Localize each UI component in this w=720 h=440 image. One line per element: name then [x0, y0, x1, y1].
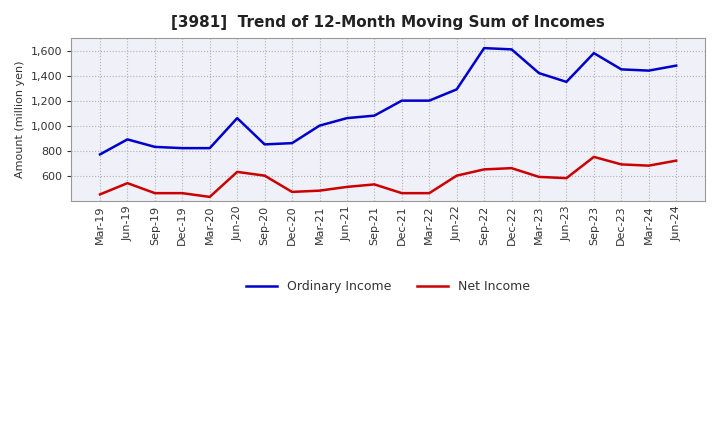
Ordinary Income	[590, 51, 598, 56]
Ordinary Income	[672, 63, 680, 68]
Ordinary Income	[205, 146, 214, 151]
Legend: Ordinary Income, Net Income: Ordinary Income, Net Income	[241, 275, 535, 298]
Net Income	[508, 165, 516, 171]
Line: Net Income: Net Income	[100, 157, 676, 197]
Net Income	[535, 174, 544, 180]
Title: [3981]  Trend of 12-Month Moving Sum of Incomes: [3981] Trend of 12-Month Moving Sum of I…	[171, 15, 605, 30]
Ordinary Income	[562, 79, 571, 84]
Ordinary Income	[123, 137, 132, 142]
Net Income	[150, 191, 159, 196]
Ordinary Income	[96, 152, 104, 157]
Net Income	[562, 176, 571, 181]
Ordinary Income	[644, 68, 653, 73]
Ordinary Income	[315, 123, 324, 128]
Net Income	[644, 163, 653, 168]
Net Income	[96, 192, 104, 197]
Ordinary Income	[370, 113, 379, 118]
Net Income	[178, 191, 186, 196]
Net Income	[617, 162, 626, 167]
Net Income	[452, 173, 461, 178]
Ordinary Income	[535, 70, 544, 76]
Y-axis label: Amount (million yen): Amount (million yen)	[15, 61, 25, 178]
Ordinary Income	[343, 115, 351, 121]
Ordinary Income	[617, 67, 626, 72]
Ordinary Income	[480, 45, 488, 51]
Net Income	[205, 194, 214, 200]
Net Income	[261, 173, 269, 178]
Ordinary Income	[452, 87, 461, 92]
Ordinary Income	[261, 142, 269, 147]
Net Income	[315, 188, 324, 193]
Ordinary Income	[288, 140, 297, 146]
Net Income	[343, 184, 351, 190]
Ordinary Income	[425, 98, 433, 103]
Ordinary Income	[397, 98, 406, 103]
Net Income	[590, 154, 598, 160]
Net Income	[123, 180, 132, 186]
Net Income	[233, 169, 241, 175]
Ordinary Income	[178, 146, 186, 151]
Net Income	[672, 158, 680, 163]
Net Income	[288, 189, 297, 194]
Net Income	[370, 182, 379, 187]
Net Income	[397, 191, 406, 196]
Ordinary Income	[508, 47, 516, 52]
Ordinary Income	[233, 115, 241, 121]
Ordinary Income	[150, 144, 159, 150]
Net Income	[425, 191, 433, 196]
Line: Ordinary Income: Ordinary Income	[100, 48, 676, 154]
Net Income	[480, 167, 488, 172]
